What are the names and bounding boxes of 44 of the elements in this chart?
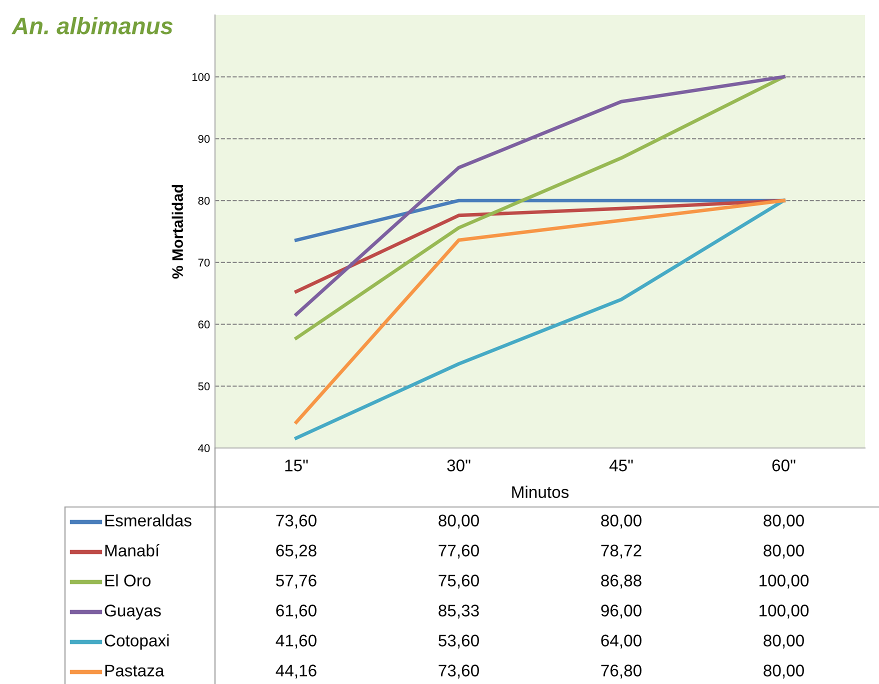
- x-tick-label: 60": [772, 460, 796, 472]
- y-tick-label: 50: [198, 382, 210, 390]
- data-label: 75,60: [438, 574, 479, 588]
- data-label: 57,76: [276, 574, 316, 588]
- data-label: 44,16: [276, 664, 316, 678]
- data-label: 80,00: [438, 514, 479, 528]
- data-label: 76,80: [601, 664, 642, 678]
- y-tick-label: 40: [198, 444, 210, 452]
- data-label: 96,00: [601, 604, 642, 618]
- data-label: 78,72: [601, 544, 642, 558]
- legend-label: Esmeraldas: [105, 514, 192, 526]
- legend-label: El Oro: [105, 574, 151, 586]
- legend-label: Pastaza: [105, 664, 164, 676]
- data-label: 80,00: [764, 544, 804, 558]
- data-label: 85,33: [438, 604, 479, 618]
- x-tick-label: 30": [447, 460, 470, 472]
- legend-label: Manabí: [105, 544, 160, 556]
- data-label: 86,88: [601, 574, 642, 588]
- chart-title: An. albimanus: [12, 16, 173, 34]
- data-label: 73,60: [438, 664, 479, 678]
- data-label: 64,00: [601, 634, 642, 648]
- y-tick-label: 90: [198, 134, 210, 143]
- data-label: 77,60: [438, 544, 479, 558]
- data-label: 80,00: [601, 514, 642, 528]
- x-tick-label: 45": [609, 460, 633, 472]
- data-label: 53,60: [438, 634, 479, 648]
- x-axis-title: Minutos: [512, 486, 569, 498]
- legend-label: Cotopaxi: [104, 634, 169, 650]
- y-axis-title: % Mortalidad: [172, 184, 184, 279]
- legend-label: Guayas: [104, 604, 161, 620]
- data-label: 41,60: [276, 634, 316, 648]
- y-tick-label: 70: [198, 258, 210, 267]
- data-label: 80,00: [764, 634, 804, 648]
- data-label: 65,28: [276, 544, 316, 558]
- data-label: 100,00: [760, 604, 809, 618]
- data-label: 100,00: [760, 574, 809, 588]
- data-label: 80,00: [764, 664, 804, 678]
- data-label: 73,60: [276, 514, 316, 528]
- data-label: 61,60: [276, 604, 316, 618]
- data-label: 80,00: [764, 514, 804, 528]
- y-tick-label: 60: [198, 320, 210, 328]
- x-tick-label: 15": [285, 460, 308, 472]
- y-tick-label: 100: [192, 73, 210, 81]
- y-tick-label: 80: [198, 196, 210, 205]
